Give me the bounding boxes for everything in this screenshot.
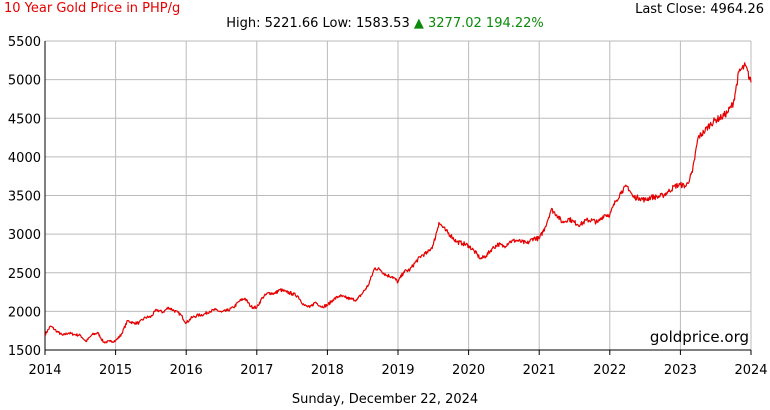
last-close-value: 4964.26 — [710, 2, 764, 17]
change-value: 3277.02 — [428, 16, 482, 31]
x-tick-label: 2015 — [99, 363, 132, 378]
x-tick-label: 2022 — [593, 363, 626, 378]
price-stats: High: 5221.66 Low: 1583.53 ▲ 3277.02 194… — [0, 16, 770, 31]
y-tick-label: 5500 — [8, 35, 41, 50]
last-close: Last Close: 4964.26 — [635, 2, 764, 17]
x-tick-label: 2018 — [311, 363, 344, 378]
chart-title: 10 Year Gold Price in PHP/g — [4, 1, 181, 16]
footer-date: Sunday, December 22, 2024 — [291, 392, 479, 407]
x-tick-label: 2024 — [734, 363, 767, 378]
high-value: 5221.66 — [264, 16, 319, 31]
y-tick-label: 4000 — [8, 151, 41, 166]
change-percent: 194.22% — [485, 16, 544, 31]
high-label: High: — [226, 16, 261, 31]
x-tick-label: 2023 — [664, 363, 697, 378]
x-tick-label: 2019 — [381, 363, 414, 378]
y-tick-label: 4500 — [8, 112, 41, 127]
y-tick-label: 3500 — [8, 190, 41, 205]
last-close-label: Last Close: — [635, 2, 707, 17]
x-tick-label: 2021 — [523, 363, 556, 378]
y-tick-label: 1500 — [8, 344, 41, 359]
y-tick-label: 5000 — [8, 74, 41, 89]
y-tick-label: 2500 — [8, 267, 41, 282]
low-label: Low: — [322, 16, 352, 31]
low-value: 1583.53 — [355, 16, 410, 31]
x-tick-label: 2017 — [240, 363, 273, 378]
x-tick-label: 2014 — [28, 363, 61, 378]
price-line — [44, 62, 752, 344]
y-tick-label: 2000 — [8, 305, 41, 320]
change-up-arrow-icon: ▲ — [413, 16, 424, 31]
x-tick-label: 2016 — [170, 363, 203, 378]
y-tick-label: 3000 — [8, 228, 41, 243]
watermark: goldprice.org — [650, 328, 749, 346]
x-tick-label: 2020 — [452, 363, 485, 378]
